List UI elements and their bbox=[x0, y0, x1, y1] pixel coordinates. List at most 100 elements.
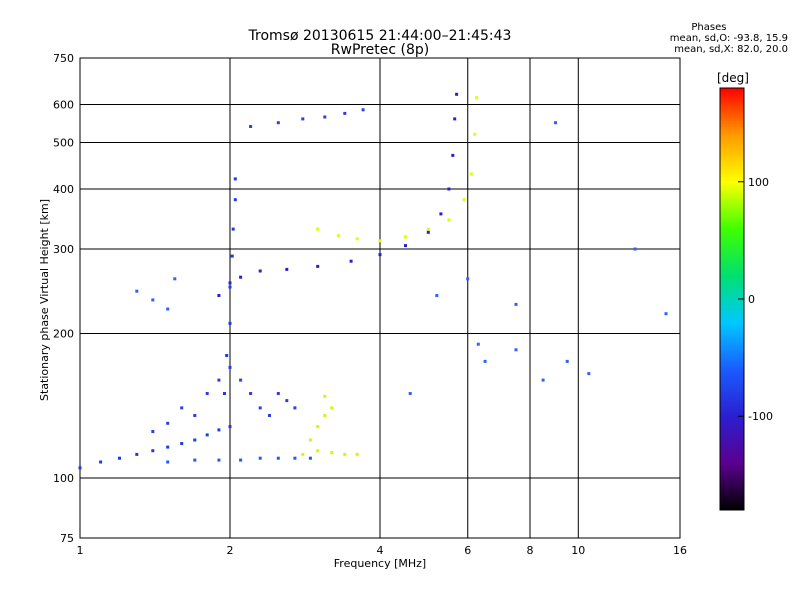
chart-subtitle: RwPretec (8p) bbox=[330, 42, 430, 58]
y-axis-label: Stationary phase Virtual Height [km] bbox=[38, 199, 51, 401]
y-tick-label: 600 bbox=[53, 99, 74, 112]
data-point bbox=[193, 414, 197, 417]
data-point bbox=[404, 235, 407, 239]
x-tick-label: 1 bbox=[77, 544, 84, 557]
data-point bbox=[225, 354, 229, 357]
phase-stats-o: mean, sd,O: -93.8, 15.9 bbox=[669, 33, 788, 44]
data-point bbox=[228, 285, 232, 289]
data-point bbox=[205, 392, 209, 395]
data-point bbox=[404, 244, 407, 248]
x-tick-label: 10 bbox=[571, 544, 585, 557]
data-point bbox=[205, 433, 209, 437]
x-tick-label: 6 bbox=[464, 544, 471, 557]
data-point bbox=[308, 438, 312, 442]
colorbar-tick-label: 0 bbox=[748, 293, 755, 306]
data-point bbox=[343, 111, 347, 115]
x-tick-labels: 1 2 4 6 8 10 16 bbox=[77, 544, 688, 557]
data-point bbox=[151, 430, 155, 433]
data-point bbox=[228, 321, 232, 325]
data-point bbox=[217, 378, 221, 382]
data-point bbox=[166, 307, 170, 311]
y-tick-label: 300 bbox=[53, 243, 74, 256]
data-point bbox=[408, 392, 412, 395]
data-point bbox=[99, 460, 103, 464]
data-point bbox=[193, 458, 197, 462]
data-point bbox=[180, 406, 184, 410]
data-point bbox=[439, 212, 443, 216]
data-point bbox=[276, 392, 280, 395]
data-point bbox=[330, 406, 334, 410]
data-point bbox=[466, 277, 470, 281]
data-point bbox=[217, 458, 221, 462]
data-point bbox=[451, 153, 455, 157]
data-point bbox=[78, 466, 82, 470]
data-point bbox=[554, 121, 557, 125]
data-point bbox=[323, 394, 327, 398]
data-point bbox=[258, 456, 262, 460]
data-point bbox=[151, 449, 155, 453]
data-point bbox=[166, 421, 170, 425]
data-point bbox=[323, 115, 327, 119]
data-point bbox=[349, 259, 353, 263]
grid bbox=[80, 58, 680, 538]
x-tick-label: 8 bbox=[527, 544, 534, 557]
data-point bbox=[435, 294, 439, 297]
data-point bbox=[223, 392, 226, 395]
data-point bbox=[233, 177, 237, 181]
data-point bbox=[166, 460, 170, 464]
data-point bbox=[173, 277, 177, 281]
phase-stats-heading: Phases bbox=[691, 22, 727, 33]
data-point bbox=[228, 425, 232, 429]
data-point bbox=[249, 392, 253, 395]
phase-stats-x: mean, sd,X: 82.0, 20.0 bbox=[674, 44, 788, 55]
data-point bbox=[308, 456, 312, 460]
data-point bbox=[276, 121, 280, 125]
colorbar-tick-label: -100 bbox=[748, 410, 773, 423]
data-point bbox=[217, 294, 221, 297]
data-point bbox=[239, 458, 243, 462]
data-point bbox=[228, 281, 232, 285]
data-point bbox=[426, 230, 430, 234]
data-point bbox=[135, 452, 139, 456]
data-point bbox=[378, 239, 382, 243]
data-point bbox=[258, 269, 262, 273]
y-tick-label: 500 bbox=[53, 137, 74, 150]
data-point bbox=[151, 298, 155, 302]
y-tick-label: 750 bbox=[53, 52, 74, 65]
y-tick-label: 100 bbox=[53, 472, 74, 485]
data-point bbox=[276, 456, 280, 460]
data-point bbox=[426, 227, 430, 231]
data-point bbox=[469, 172, 473, 176]
data-point bbox=[462, 198, 466, 202]
x-axis-label: Frequency [MHz] bbox=[334, 557, 426, 570]
colorbar-tick-label: 100 bbox=[748, 176, 769, 189]
data-point bbox=[316, 227, 320, 231]
data-point bbox=[541, 378, 545, 382]
data-point bbox=[135, 289, 139, 293]
phase-stats: Phases mean, sd,O: -93.8, 15.9 mean, sd,… bbox=[670, 22, 788, 55]
data-point bbox=[330, 451, 334, 455]
data-point bbox=[316, 425, 320, 429]
data-point bbox=[193, 438, 197, 442]
x-tick-label: 2 bbox=[227, 544, 234, 557]
colorbar-label: [deg] bbox=[717, 71, 749, 85]
data-point bbox=[233, 198, 237, 202]
data-point bbox=[323, 414, 327, 417]
data-point bbox=[475, 96, 479, 100]
y-tick-label: 400 bbox=[53, 183, 74, 196]
data-point bbox=[285, 399, 289, 403]
data-point bbox=[447, 187, 451, 191]
data-point bbox=[249, 125, 253, 128]
data-point bbox=[285, 267, 289, 271]
data-point bbox=[565, 359, 569, 363]
data-point bbox=[633, 247, 637, 251]
data-point bbox=[180, 442, 184, 445]
data-point bbox=[343, 452, 347, 456]
data-point bbox=[231, 227, 235, 231]
data-point bbox=[378, 253, 382, 257]
data-point bbox=[361, 108, 365, 112]
data-point bbox=[228, 365, 232, 369]
chart-title: Tromsø 20130615 21:44:00–21:45:43 bbox=[248, 28, 512, 44]
data-point bbox=[483, 359, 487, 363]
scatter-points bbox=[78, 92, 668, 470]
